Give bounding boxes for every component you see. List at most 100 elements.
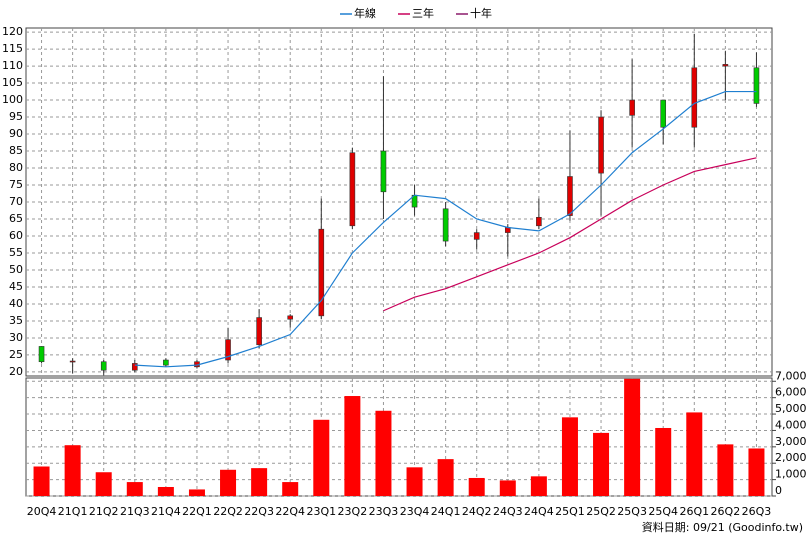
x-tick-label: 21Q2 bbox=[89, 505, 119, 518]
candle-body bbox=[442, 208, 449, 242]
volume-bar bbox=[220, 469, 237, 496]
candle-body bbox=[100, 361, 107, 371]
volume-bar bbox=[717, 444, 734, 496]
volume-bar bbox=[593, 432, 610, 496]
y2-tick-label: 4,000 bbox=[775, 418, 807, 431]
ma-line bbox=[383, 157, 757, 312]
volume-bar bbox=[748, 448, 765, 496]
x-tick-label: 21Q4 bbox=[151, 505, 181, 518]
y-tick-label: 40 bbox=[9, 297, 23, 310]
x-tick-label: 24Q4 bbox=[524, 505, 554, 518]
candle-body bbox=[753, 67, 760, 104]
candle-body bbox=[131, 363, 138, 371]
candle-body bbox=[598, 116, 604, 174]
volume-bar bbox=[95, 472, 112, 496]
y-tick-label: 85 bbox=[9, 144, 23, 157]
x-tick-label: 21Q3 bbox=[120, 505, 150, 518]
x-tick-label: 22Q4 bbox=[275, 505, 305, 518]
candle-body bbox=[536, 216, 542, 227]
volume-bar bbox=[157, 486, 174, 496]
x-tick-label: 25Q4 bbox=[648, 505, 678, 518]
volume-bar bbox=[251, 468, 268, 496]
candle-body bbox=[163, 359, 169, 366]
x-tick-label: 23Q2 bbox=[338, 505, 368, 518]
candle-body bbox=[473, 232, 480, 240]
volume-bar bbox=[686, 412, 703, 496]
y-tick-label: 110 bbox=[2, 59, 23, 72]
y2-tick-label: 6,000 bbox=[775, 386, 807, 399]
legend-label: 十年 bbox=[470, 6, 492, 20]
y-tick-label: 95 bbox=[9, 110, 23, 123]
candle-body bbox=[660, 99, 667, 128]
y-tick-label: 105 bbox=[2, 76, 23, 89]
volume-bar bbox=[530, 476, 547, 496]
y-tick-label: 65 bbox=[9, 212, 23, 225]
source: 資料日期: 09/21 (Goodinfo.tw) bbox=[642, 520, 803, 534]
y2-tick-label: 7,000 bbox=[775, 369, 807, 382]
y2-tick-label: 5,000 bbox=[775, 402, 807, 415]
legend-label: 三年 bbox=[412, 6, 434, 20]
candle-body bbox=[722, 64, 729, 67]
volume-bar bbox=[406, 467, 423, 496]
y2-tick-label: 0 bbox=[775, 484, 782, 497]
ma-line bbox=[134, 90, 757, 368]
legend-label: 年線 bbox=[354, 6, 376, 20]
volume-bar bbox=[188, 489, 205, 496]
candle-body bbox=[380, 150, 387, 193]
volume-bar bbox=[33, 466, 50, 496]
candle-body bbox=[349, 152, 356, 227]
x-tick-label: 21Q1 bbox=[58, 505, 88, 518]
candle-body bbox=[691, 67, 698, 128]
x-tick-label: 24Q1 bbox=[431, 505, 461, 518]
y-tick-label: 50 bbox=[9, 263, 23, 276]
y-tick-label: 120 bbox=[2, 25, 23, 38]
x-tick-label: 26Q1 bbox=[679, 505, 709, 518]
candle-body bbox=[287, 315, 294, 320]
x-tick-label: 23Q3 bbox=[369, 505, 399, 518]
volume-bar bbox=[624, 378, 641, 496]
volume-bar bbox=[499, 480, 516, 496]
y2-tick-label: 2,000 bbox=[775, 451, 807, 464]
volume-bar bbox=[437, 459, 454, 496]
volume-bar bbox=[313, 419, 330, 496]
y-tick-label: 70 bbox=[9, 195, 23, 208]
volume-bar bbox=[655, 427, 672, 496]
x-tick-label: 22Q2 bbox=[213, 505, 243, 518]
y-tick-label: 20 bbox=[9, 365, 23, 378]
volume-bar bbox=[344, 396, 361, 496]
x-tick-label: 24Q2 bbox=[462, 505, 492, 518]
y2-tick-label: 3,000 bbox=[775, 435, 807, 448]
volume-bar bbox=[126, 482, 143, 496]
volume-bar bbox=[375, 410, 392, 496]
y-tick-label: 55 bbox=[9, 246, 23, 259]
y2-tick-label: 1,000 bbox=[775, 468, 807, 481]
y-tick-label: 90 bbox=[9, 127, 23, 140]
x-tick-label: 23Q1 bbox=[306, 505, 336, 518]
volume-bar bbox=[561, 417, 578, 496]
candle-body bbox=[69, 360, 76, 363]
y-tick-label: 60 bbox=[9, 229, 23, 242]
x-tick-label: 20Q4 bbox=[27, 505, 57, 518]
candle-body bbox=[225, 339, 231, 361]
x-tick-label: 23Q4 bbox=[400, 505, 430, 518]
volume-bar bbox=[468, 477, 485, 496]
x-tick-label: 25Q2 bbox=[586, 505, 616, 518]
candle-body bbox=[256, 317, 262, 346]
y-tick-label: 45 bbox=[9, 280, 23, 293]
y-tick-label: 25 bbox=[9, 348, 23, 361]
volume-bar bbox=[64, 445, 81, 496]
y-tick-label: 100 bbox=[2, 93, 23, 106]
candle-body bbox=[38, 346, 45, 363]
x-tick-label: 25Q1 bbox=[555, 505, 585, 518]
y-tick-label: 75 bbox=[9, 178, 23, 191]
candle-body bbox=[629, 99, 635, 116]
x-tick-label: 25Q3 bbox=[617, 505, 647, 518]
volume-bar bbox=[282, 482, 299, 496]
x-tick-label: 22Q1 bbox=[182, 505, 212, 518]
candle-body bbox=[318, 228, 325, 317]
x-tick-label: 24Q3 bbox=[493, 505, 523, 518]
x-tick-label: 22Q3 bbox=[244, 505, 274, 518]
x-tick-label: 26Q2 bbox=[711, 505, 741, 518]
x-tick-label: 26Q3 bbox=[742, 505, 772, 518]
